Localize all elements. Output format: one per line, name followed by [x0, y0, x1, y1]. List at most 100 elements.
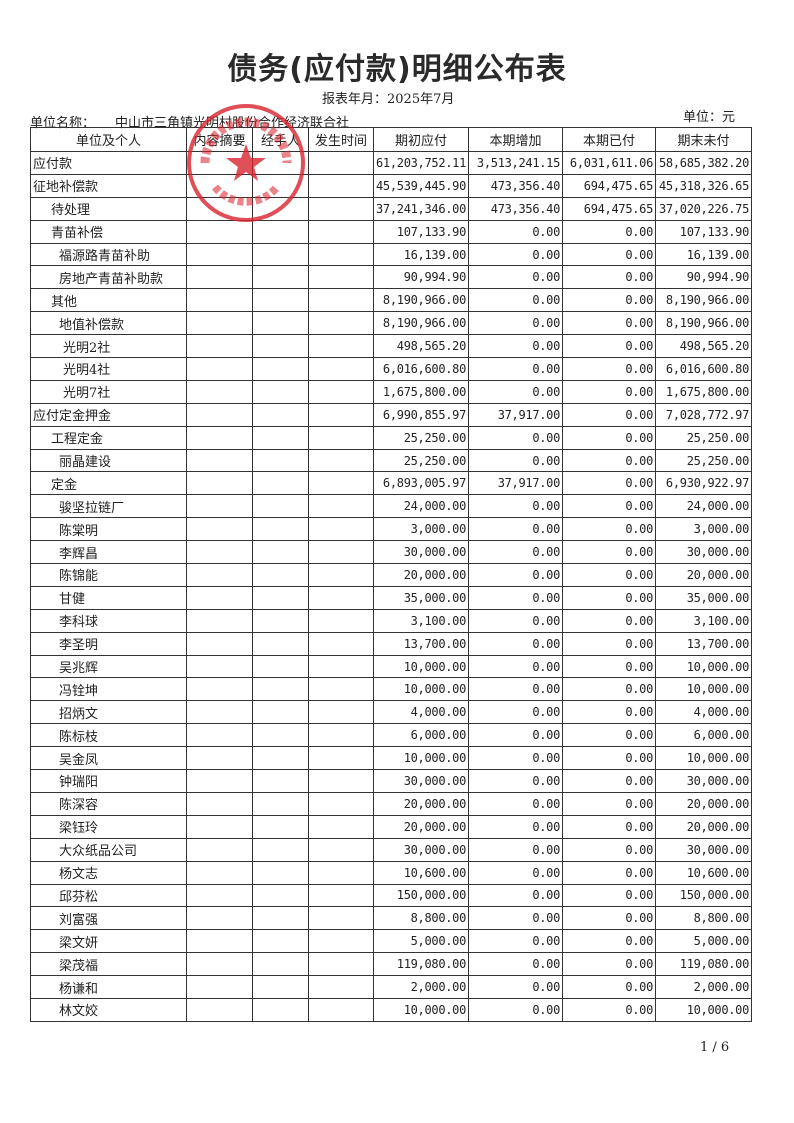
handler-cell	[252, 517, 309, 542]
table-row: 邱芬松 150,000.00 0.00 0.00 150,000.00	[30, 883, 753, 908]
summary-cell	[186, 769, 253, 793]
summary-cell	[186, 746, 253, 771]
opening-balance: 10,000.00	[372, 997, 470, 1022]
opening-balance: 3,100.00	[372, 608, 470, 633]
row-name: 骏坚拉链厂	[30, 494, 187, 519]
summary-cell	[186, 906, 253, 931]
period-increase: 37,917.00	[468, 402, 564, 427]
opening-balance: 8,190,966.00	[372, 311, 470, 336]
opening-balance: 8,800.00	[372, 906, 470, 931]
period-increase: 0.00	[468, 906, 564, 931]
handler-cell	[252, 265, 309, 290]
row-name: 其他	[30, 288, 187, 313]
closing-balance: 45,318,326.65	[655, 173, 753, 198]
opening-balance: 30,000.00	[372, 769, 470, 793]
opening-balance: 37,241,346.00	[372, 196, 470, 221]
opening-balance: 4,000.00	[372, 700, 470, 725]
handler-cell	[252, 906, 309, 931]
period-paid: 0.00	[562, 448, 657, 473]
row-name: 刘富强	[30, 906, 187, 931]
closing-balance: 8,190,966.00	[655, 288, 753, 313]
row-name: 邱芬松	[30, 883, 187, 908]
table-row: 其他 8,190,966.00 0.00 0.00 8,190,966.00	[30, 288, 753, 313]
period-increase: 0.00	[468, 242, 564, 267]
row-name: 应付定金押金	[30, 402, 187, 427]
period-paid: 0.00	[562, 608, 657, 633]
table-row: 骏坚拉链厂 24,000.00 0.00 0.00 24,000.00	[30, 494, 753, 519]
period-increase: 0.00	[468, 357, 564, 381]
handler-cell	[252, 837, 309, 862]
table-row: 光明2社 498,565.20 0.00 0.00 498,565.20	[30, 334, 753, 359]
period-increase: 0.00	[468, 425, 564, 450]
period-paid: 0.00	[562, 723, 657, 748]
period-increase: 0.00	[468, 952, 564, 977]
closing-balance: 58,685,382.20	[655, 151, 753, 175]
period-paid: 0.00	[562, 219, 657, 244]
period-paid: 0.00	[562, 334, 657, 359]
row-name: 征地补偿款	[30, 173, 187, 198]
closing-balance: 20,000.00	[655, 814, 753, 839]
summary-cell	[186, 700, 253, 725]
closing-balance: 8,190,966.00	[655, 311, 753, 336]
date-cell	[308, 700, 374, 725]
row-name: 光明2社	[30, 334, 187, 359]
summary-cell	[186, 471, 253, 496]
table-row: 钟瑞阳 30,000.00 0.00 0.00 30,000.00	[30, 769, 753, 793]
opening-balance: 5,000.00	[372, 929, 470, 954]
opening-balance: 25,250.00	[372, 425, 470, 450]
period-paid: 6,031,611.06	[562, 151, 657, 175]
closing-balance: 10,000.00	[655, 997, 753, 1022]
handler-cell	[252, 585, 309, 610]
table-row: 地值补偿款 8,190,966.00 0.00 0.00 8,190,966.00	[30, 311, 753, 336]
opening-balance: 107,133.90	[372, 219, 470, 244]
date-cell	[308, 654, 374, 679]
handler-cell	[252, 173, 309, 198]
row-name: 招炳文	[30, 700, 187, 725]
opening-balance: 20,000.00	[372, 814, 470, 839]
summary-cell	[186, 448, 253, 473]
row-name: 陈标枝	[30, 723, 187, 748]
summary-cell	[186, 654, 253, 679]
date-cell	[308, 151, 374, 175]
closing-balance: 25,250.00	[655, 448, 753, 473]
table-row: 青苗补偿 107,133.90 0.00 0.00 107,133.90	[30, 219, 753, 244]
period-increase: 0.00	[468, 585, 564, 610]
table-row: 光明7社 1,675,800.00 0.00 0.00 1,675,800.00	[30, 379, 753, 404]
handler-cell	[252, 997, 309, 1022]
period-paid: 0.00	[562, 654, 657, 679]
table-row: 杨谦和 2,000.00 0.00 0.00 2,000.00	[30, 975, 753, 999]
handler-cell	[252, 357, 309, 381]
closing-balance: 3,100.00	[655, 608, 753, 633]
closing-balance: 35,000.00	[655, 585, 753, 610]
date-cell	[308, 494, 374, 519]
summary-cell	[186, 379, 253, 404]
handler-cell	[252, 952, 309, 977]
period-paid: 0.00	[562, 357, 657, 381]
period-paid: 0.00	[562, 540, 657, 565]
table-row: 房地产青苗补助款 90,994.90 0.00 0.00 90,994.90	[30, 265, 753, 290]
handler-cell	[252, 334, 309, 359]
opening-balance: 3,000.00	[372, 517, 470, 542]
date-cell	[308, 219, 374, 244]
period-paid: 0.00	[562, 769, 657, 793]
row-name: 定金	[30, 471, 187, 496]
period-increase: 0.00	[468, 860, 564, 885]
closing-balance: 10,600.00	[655, 860, 753, 885]
period-increase: 473,356.40	[468, 173, 564, 198]
summary-cell	[186, 425, 253, 450]
closing-balance: 3,000.00	[655, 517, 753, 542]
date-cell	[308, 563, 374, 587]
row-name: 应付款	[30, 151, 187, 175]
period-paid: 0.00	[562, 265, 657, 290]
date-cell	[308, 791, 374, 816]
period-paid: 0.00	[562, 563, 657, 587]
period-paid: 0.00	[562, 425, 657, 450]
row-name: 待处理	[30, 196, 187, 221]
col-header: 本期已付	[562, 127, 657, 152]
opening-balance: 6,016,600.80	[372, 357, 470, 381]
date-cell	[308, 997, 374, 1022]
opening-balance: 2,000.00	[372, 975, 470, 999]
handler-cell	[252, 791, 309, 816]
date-cell	[308, 585, 374, 610]
closing-balance: 150,000.00	[655, 883, 753, 908]
